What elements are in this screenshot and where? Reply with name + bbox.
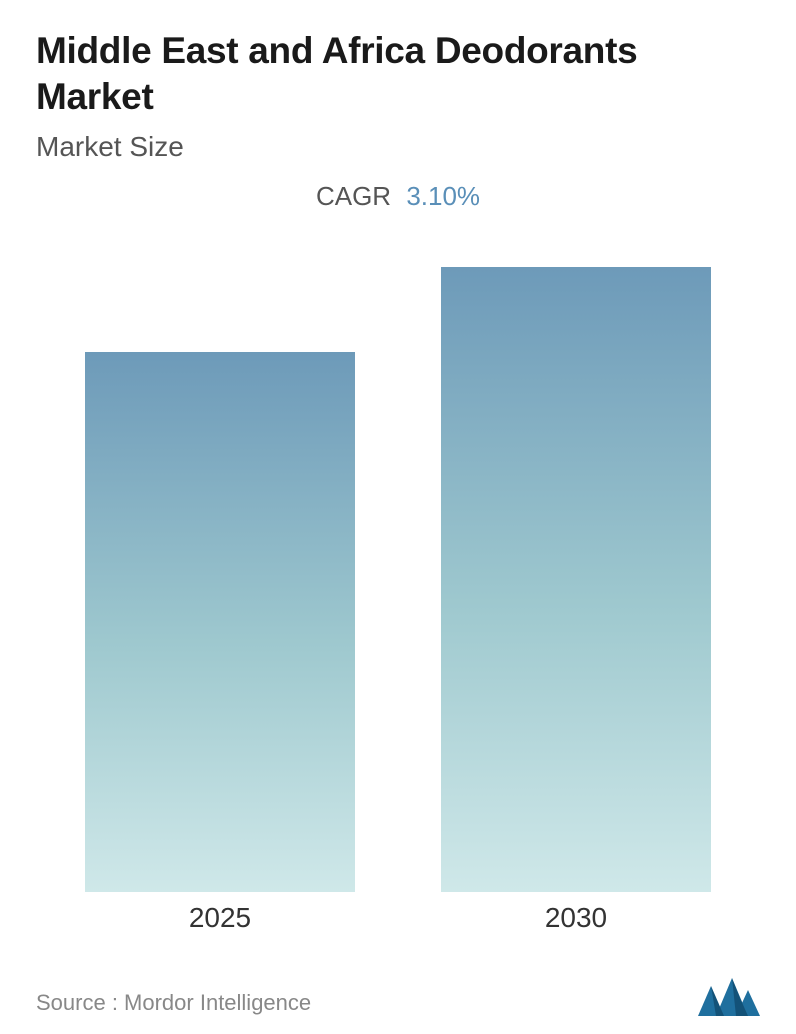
x-label-2030: 2030 [441, 902, 711, 934]
bar-chart-area [56, 252, 740, 892]
footer: Source : Mordor Intelligence [36, 978, 760, 1016]
source-text: Source : Mordor Intelligence [36, 990, 311, 1016]
bar-2030 [441, 267, 711, 892]
chart-subtitle: Market Size [36, 131, 760, 163]
mordor-logo-icon [698, 978, 760, 1016]
x-label-2025: 2025 [85, 902, 355, 934]
bar-2025 [85, 352, 355, 892]
cagr-value: 3.10% [406, 181, 480, 211]
x-axis-labels: 2025 2030 [56, 902, 740, 934]
chart-title: Middle East and Africa Deodorants Market [36, 28, 760, 121]
cagr-row: CAGR 3.10% [36, 181, 760, 212]
cagr-label: CAGR [316, 181, 391, 211]
